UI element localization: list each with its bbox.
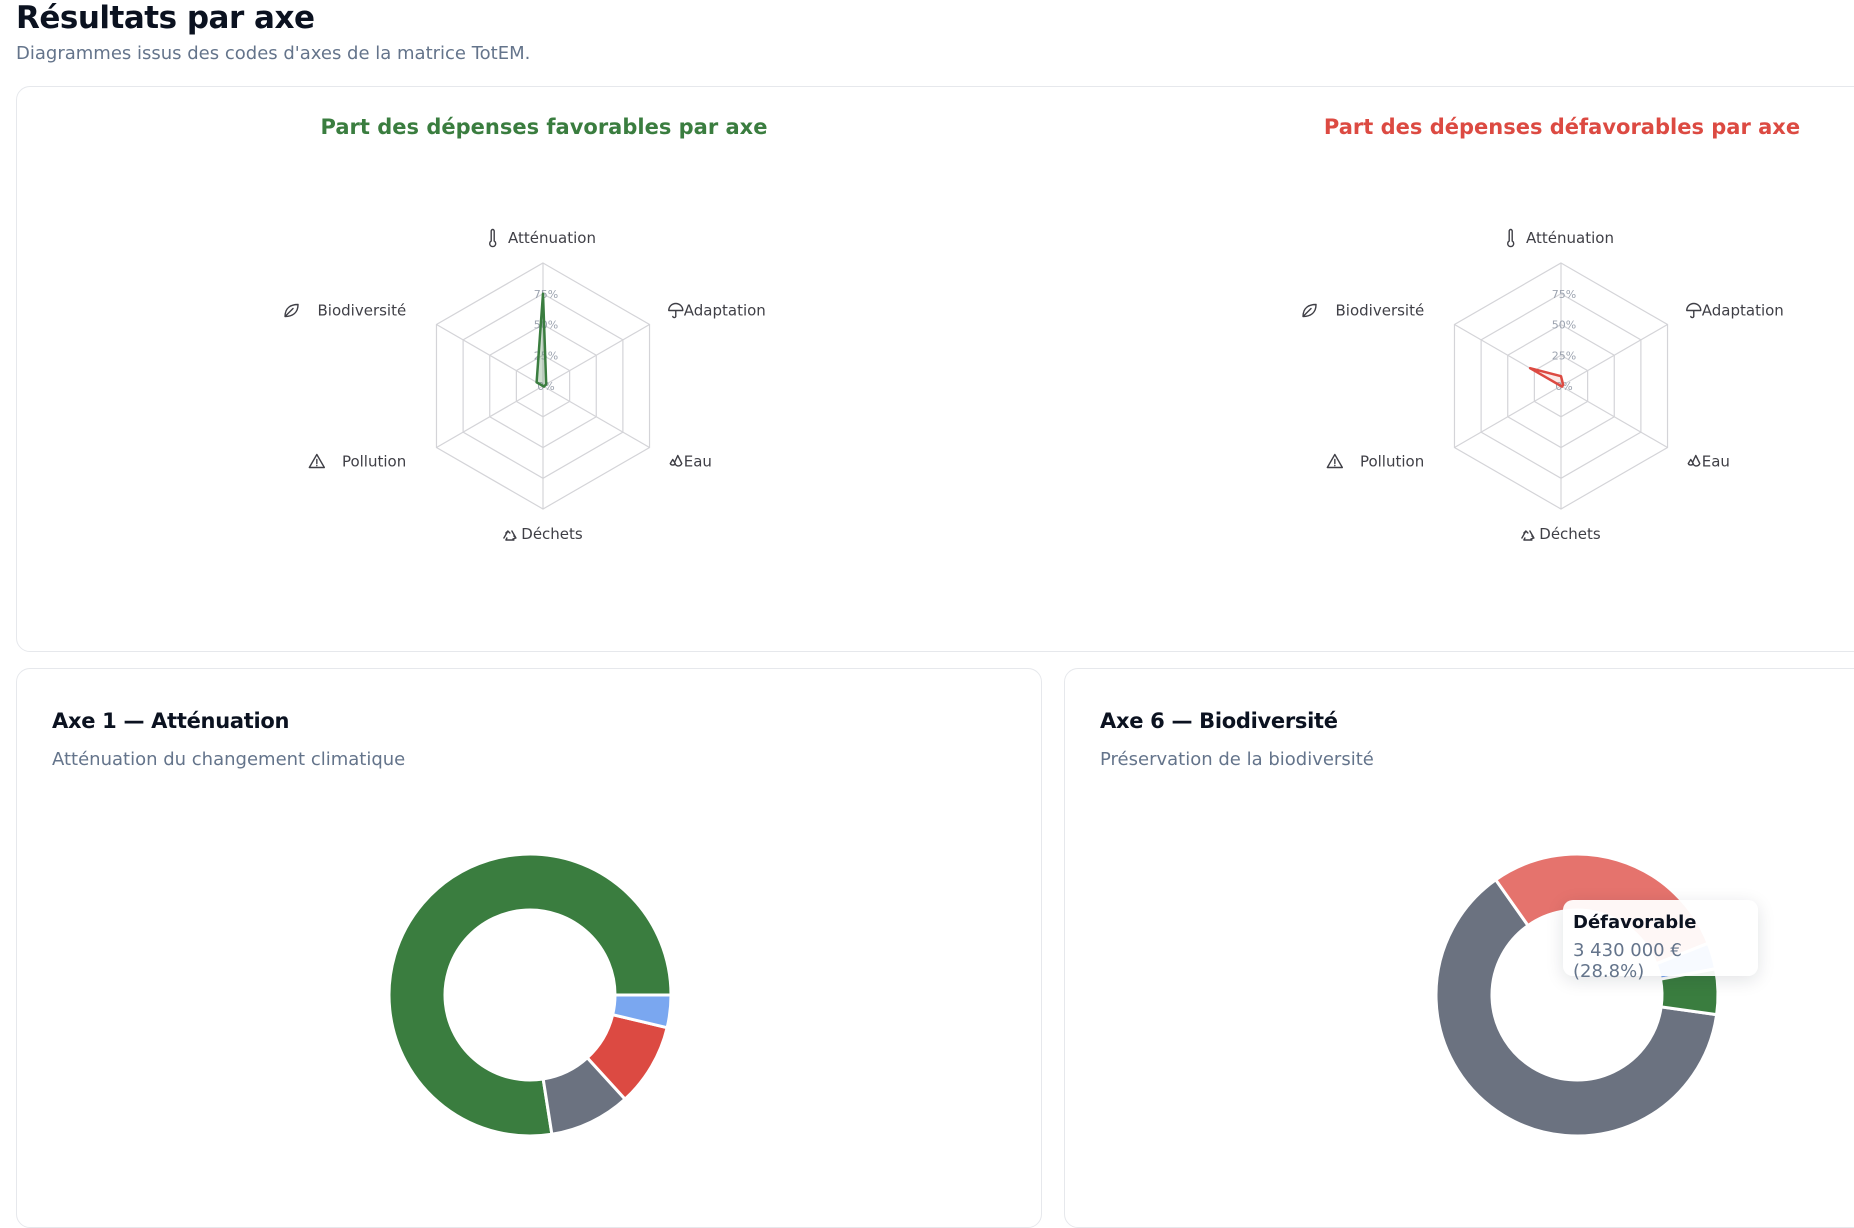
warning-icon [308, 453, 326, 469]
axis-card-title: Axe 1 — Atténuation [52, 709, 290, 733]
recycle-icon [503, 530, 517, 541]
thermometer-icon [1507, 228, 1515, 248]
recycle-icon [1521, 530, 1535, 541]
leaf-icon [1302, 303, 1317, 318]
radar-spoke [1560, 385, 1668, 449]
axis-card-title: Axe 6 — Biodiversité [1100, 709, 1338, 733]
donut-slice-neutre[interactable] [1434, 877, 1719, 1138]
radar-spoke [436, 323, 544, 387]
radar-axis-label: Biodiversité [1336, 302, 1425, 320]
radar-spoke [1560, 323, 1668, 387]
radar-axis-label: Eau [684, 453, 712, 471]
axis-card-description: Atténuation du changement climatique [52, 749, 406, 770]
thermometer-icon [489, 228, 497, 248]
page-subtitle: Diagrammes issus des codes d'axes de la … [16, 43, 531, 64]
radar-tick-label: 50% [1552, 319, 1576, 332]
radar-axis-label: Déchets [521, 525, 583, 543]
tooltip-value: 3 430 000 € (28.8%) [1573, 940, 1682, 982]
radar-axis-label: Biodiversité [318, 302, 407, 320]
radar-grid [435, 262, 651, 510]
radar-chart-defavorable[interactable]: 0% 25% 50% 75% Atténuation Adaptation Eau Déche… [1212, 200, 1854, 570]
radar-series-area[interactable] [1528, 366, 1565, 388]
radar-tick-label: 50% [534, 319, 558, 332]
radar-spoke [542, 385, 650, 449]
chart-tooltip: Défavorable 3 430 000 € (28.8%) [1563, 900, 1758, 982]
radar-tick-label: 0% [1555, 380, 1572, 393]
radar-favorable-title: Part des dépenses favorables par axe [320, 115, 768, 139]
radar-tick-label: 75% [534, 288, 558, 301]
radar-axis-label: Pollution [342, 453, 406, 471]
radar-tick-label: 25% [1552, 349, 1576, 362]
umbrella-icon [668, 302, 684, 319]
droplets-icon [669, 454, 683, 467]
radar-axis-label: Pollution [1360, 453, 1424, 471]
donut-chart-biodiversite[interactable] [1427, 845, 1727, 1145]
radar-defavorable-title: Part des dépenses défavorables par axe [1323, 115, 1801, 139]
umbrella-icon [1686, 302, 1702, 319]
radar-tick-label: 75% [1552, 288, 1576, 301]
radar-axis-label: Atténuation [508, 229, 596, 247]
page-title: Résultats par axe [16, 0, 315, 36]
radar-axis-label: Adaptation [684, 302, 766, 320]
warning-icon [1326, 453, 1344, 469]
radar-axis-label: Atténuation [1526, 229, 1614, 247]
radar-tick-label: 0% [537, 380, 554, 393]
radar-axis-label: Eau [1702, 453, 1730, 471]
donut-slice-autre[interactable] [610, 993, 673, 1030]
radar-axis-label: Déchets [1539, 525, 1601, 543]
radar-spoke [1454, 385, 1562, 449]
donut-slice-favorable[interactable] [387, 852, 673, 1138]
donut-slice-favorable[interactable] [1658, 967, 1720, 1017]
droplets-icon [1687, 454, 1701, 467]
radar-axis-label: Adaptation [1702, 302, 1784, 320]
leaf-icon [284, 303, 299, 318]
radar-charts-card [16, 86, 1854, 652]
tooltip-label: Défavorable [1573, 912, 1697, 933]
donut-chart-attenuation[interactable] [380, 845, 680, 1145]
radar-chart-favorable[interactable]: 0%25%50%75%AtténuationAdaptationEauDéche… [194, 200, 894, 570]
radar-series-area[interactable] [535, 292, 548, 388]
radar-spoke [542, 323, 650, 387]
radar-spoke [436, 385, 544, 449]
axis-card-description: Préservation de la biodiversité [1100, 749, 1374, 770]
